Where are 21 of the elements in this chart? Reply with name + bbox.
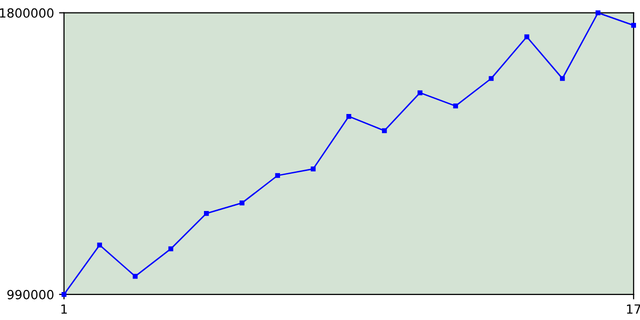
point (275, 173, 280, 178)
point (524, 34, 530, 40)
point (97, 242, 102, 248)
point (453, 104, 458, 108)
point (346, 114, 352, 119)
point (382, 128, 387, 134)
point (488, 76, 494, 81)
x-tick-label: 1 (61, 304, 67, 314)
point (132, 274, 138, 279)
y-tick-label: 990000 (7, 290, 54, 300)
y-tick-label: 1800000 (0, 8, 54, 18)
point (418, 90, 422, 96)
point (62, 292, 66, 297)
point (204, 210, 209, 216)
point (560, 76, 565, 81)
point (310, 166, 316, 172)
point (240, 200, 244, 206)
point (168, 246, 174, 252)
x-tick-label: 17 (627, 304, 640, 314)
point (631, 22, 636, 28)
point (596, 10, 600, 16)
